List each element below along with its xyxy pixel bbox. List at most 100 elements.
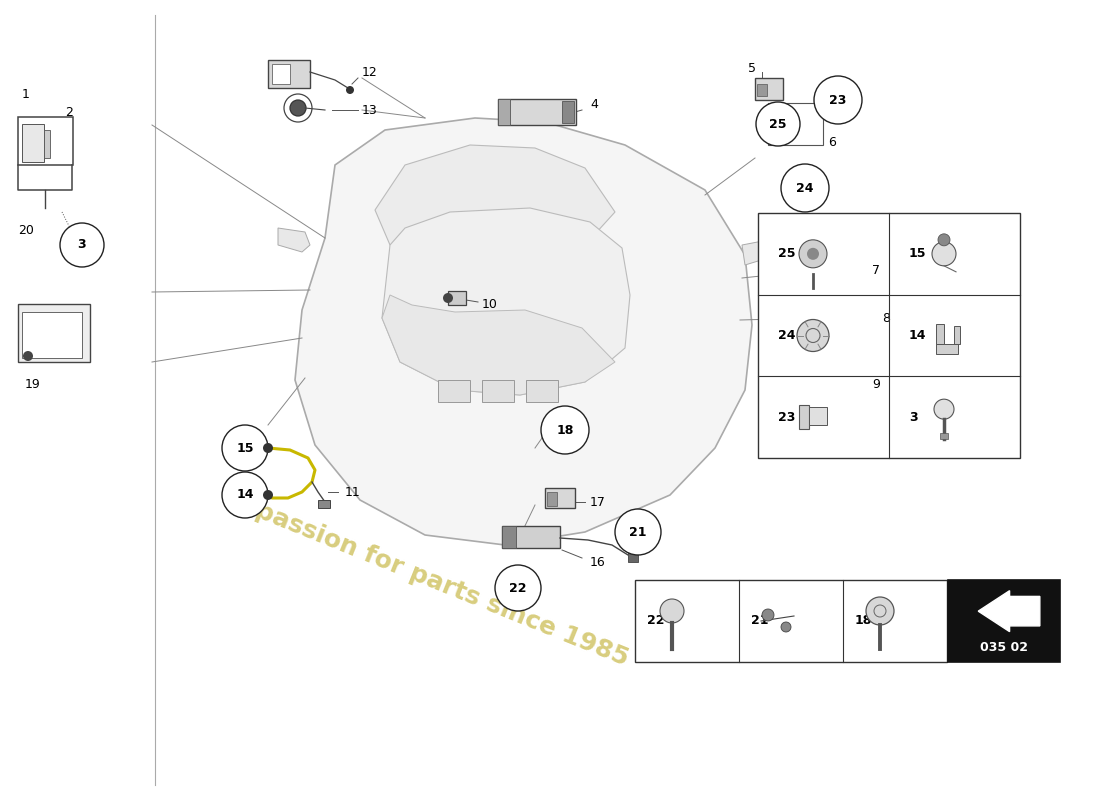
Text: 16: 16 xyxy=(590,555,606,569)
Circle shape xyxy=(781,164,829,212)
Text: 15: 15 xyxy=(909,247,926,260)
Circle shape xyxy=(443,293,453,303)
Bar xyxy=(936,323,944,343)
Circle shape xyxy=(798,319,829,351)
Text: 25: 25 xyxy=(778,247,795,260)
Circle shape xyxy=(799,240,827,268)
Bar xyxy=(547,492,557,506)
Text: 7: 7 xyxy=(872,263,880,277)
Bar xyxy=(936,343,958,354)
Text: 8: 8 xyxy=(882,311,890,325)
Bar xyxy=(18,304,90,362)
Circle shape xyxy=(938,234,950,246)
Text: 23: 23 xyxy=(829,94,847,106)
Text: 3: 3 xyxy=(78,238,86,251)
Circle shape xyxy=(346,86,354,94)
Text: 17: 17 xyxy=(590,495,606,509)
Bar xyxy=(318,500,330,508)
Text: 21: 21 xyxy=(751,614,769,627)
Bar xyxy=(755,78,783,100)
Polygon shape xyxy=(375,145,615,260)
Text: 14: 14 xyxy=(236,489,254,502)
Bar xyxy=(850,284,858,294)
Bar xyxy=(22,312,82,358)
Text: 2: 2 xyxy=(65,106,73,118)
Circle shape xyxy=(615,509,661,555)
Text: 10: 10 xyxy=(482,298,498,311)
Bar xyxy=(954,326,960,343)
Bar xyxy=(22,124,44,162)
Circle shape xyxy=(263,490,273,500)
Polygon shape xyxy=(278,228,310,252)
Text: 20: 20 xyxy=(18,223,34,237)
Circle shape xyxy=(932,242,956,266)
Text: 3: 3 xyxy=(909,410,917,424)
Circle shape xyxy=(756,102,800,146)
Bar xyxy=(272,64,290,84)
Text: 6: 6 xyxy=(828,135,836,149)
Bar xyxy=(818,308,870,328)
Circle shape xyxy=(222,472,268,518)
Circle shape xyxy=(762,609,774,621)
Bar xyxy=(268,60,310,88)
Circle shape xyxy=(807,248,820,260)
Text: 5: 5 xyxy=(748,62,756,74)
Polygon shape xyxy=(382,295,615,395)
Bar xyxy=(940,433,948,439)
Text: 22: 22 xyxy=(509,582,527,594)
Bar xyxy=(44,130,50,158)
Circle shape xyxy=(263,443,273,453)
Circle shape xyxy=(814,76,862,124)
Text: 14: 14 xyxy=(909,329,926,342)
Bar xyxy=(482,380,514,402)
Bar xyxy=(628,552,638,562)
Text: 19: 19 xyxy=(25,378,41,391)
Circle shape xyxy=(222,425,268,471)
Bar xyxy=(562,101,574,123)
Bar xyxy=(768,103,823,145)
Text: 15: 15 xyxy=(236,442,254,454)
Text: 18: 18 xyxy=(557,423,574,437)
Text: 035 02: 035 02 xyxy=(980,641,1028,654)
Circle shape xyxy=(23,351,33,361)
FancyArrow shape xyxy=(978,590,1040,632)
Circle shape xyxy=(660,599,684,623)
Bar xyxy=(825,262,843,272)
Circle shape xyxy=(934,399,954,419)
Bar xyxy=(544,488,575,508)
Bar xyxy=(635,580,947,662)
Polygon shape xyxy=(295,118,752,545)
Text: 1: 1 xyxy=(22,89,30,102)
Bar xyxy=(448,291,466,305)
Text: 21: 21 xyxy=(629,526,647,538)
Bar xyxy=(808,407,827,425)
Text: 25: 25 xyxy=(769,118,786,130)
Text: 13: 13 xyxy=(362,103,377,117)
Text: 18: 18 xyxy=(855,614,872,627)
Text: 23: 23 xyxy=(778,410,795,424)
Text: 24: 24 xyxy=(796,182,814,194)
Bar xyxy=(498,99,576,125)
Text: 4: 4 xyxy=(590,98,598,111)
Bar xyxy=(502,526,516,548)
Bar xyxy=(438,380,470,402)
Circle shape xyxy=(290,100,306,116)
Bar xyxy=(948,580,1060,662)
Circle shape xyxy=(781,622,791,632)
Bar xyxy=(526,380,558,402)
Text: 12: 12 xyxy=(362,66,377,78)
Text: 9: 9 xyxy=(872,378,880,391)
Bar xyxy=(758,213,1020,458)
Polygon shape xyxy=(382,208,630,395)
Circle shape xyxy=(866,597,894,625)
Circle shape xyxy=(495,565,541,611)
Bar xyxy=(757,84,767,96)
Text: 24: 24 xyxy=(778,329,795,342)
Bar xyxy=(502,526,560,548)
Bar xyxy=(498,99,510,125)
Bar xyxy=(799,405,808,429)
Text: 11: 11 xyxy=(345,486,361,498)
Polygon shape xyxy=(742,240,768,265)
Circle shape xyxy=(541,406,589,454)
Circle shape xyxy=(60,223,104,267)
